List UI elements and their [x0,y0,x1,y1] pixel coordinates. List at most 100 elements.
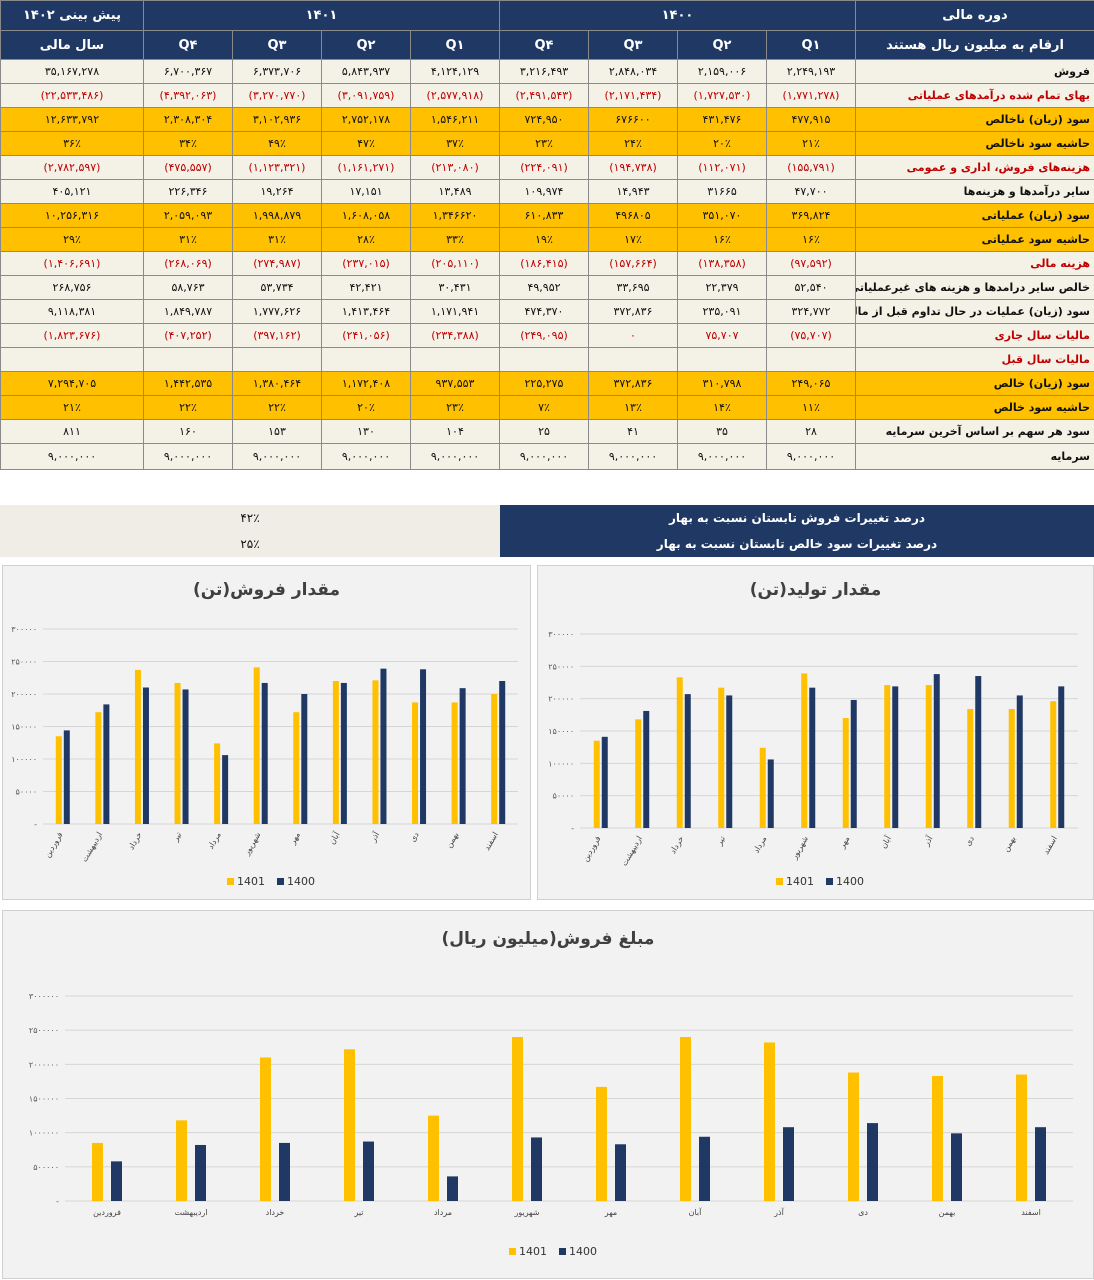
bar-1400 [783,1127,794,1201]
bar-1401 [635,719,642,828]
bar-1401 [759,747,766,828]
table-cell: (۲۲۴,۰۹۱) [499,155,589,180]
table-cell: ۳۷۲,۸۳۶ [588,371,678,396]
chart-title: مبلغ فروش(میلیون ریال) [441,929,655,949]
table-cell: (۱۵۷,۶۶۴) [588,251,678,276]
table-cell [232,347,322,372]
table-cell: ۱۵۳ [232,419,322,444]
table-row: ۳۵,۱۶۷,۲۷۸ ۶,۷۰۰,۳۶۷ ۶,۳۷۳,۷۰۶ ۵,۸۴۳,۹۳۷ ۴,۱… [0,59,1094,84]
q2-1401-header: Q۲ [321,30,411,60]
table-row: ۹,۱۱۸,۳۸۱ ۱,۸۴۹,۷۸۷ ۱,۷۷۷,۶۲۶ ۱,۴۱۳,۴۶۴ ۱,۱۷… [0,299,1094,324]
row-label: سرمایه [855,443,1094,470]
table-cell [499,347,589,372]
bar-1400 [726,695,733,828]
table-cell: ۲۳٪ [499,131,589,156]
table-row: (۱,۴۰۶,۶۹۱) (۲۶۸,۰۶۹) (۲۷۴,۹۸۷) (۲۳۷,۰۱۵) (۲… [0,251,1094,276]
q2-1400-header: Q۲ [677,30,767,60]
x-tick-label: اسفند [1041,835,1059,856]
table-cell: ۴۹,۹۵۲ [499,275,589,300]
bar-1401 [214,743,221,824]
table-cell: ۱۲,۶۳۳,۷۹۲ [0,107,144,132]
table-cell: (۲۲,۵۳۳,۴۸۶) [0,83,144,108]
table-cell: ۲۹٪ [0,227,144,252]
bar-1400 [699,1136,710,1201]
bar-1401 [596,1086,607,1201]
x-tick-label: آذر [367,829,381,844]
table-cell: (۱,۴۰۶,۶۹۱) [0,251,144,276]
bar-1400 [195,1144,206,1201]
bar-1401 [1050,701,1057,828]
bar-1400 [1016,695,1023,828]
table-cell: ۹,۰۰۰,۰۰۰ [766,443,856,470]
x-tick-label: تیر [714,835,727,848]
x-tick-label: خرداد [127,830,144,851]
bar-1401 [332,681,339,824]
bar-1401 [260,1057,271,1201]
bar-1400 [643,710,650,828]
table-cell: (۲۱۳,۰۸۰) [410,155,500,180]
y-tick-label: ۲۰۰۰۰۰۰ [29,1060,59,1069]
row-label: حاشیه سود عملیاتی [855,227,1094,252]
table-cell: ۲۳٪ [410,395,500,420]
table-cell [766,347,856,372]
bar-1400 [142,687,149,824]
table-cell [410,347,500,372]
table-cell: ۳,۱۰۲,۹۳۶ [232,107,322,132]
bar-1400 [279,1142,290,1201]
row-label: سود (زیان) ناخالص [855,107,1094,132]
table-cell: ۴۷۷,۹۱۵ [766,107,856,132]
legend-swatch-1401 [509,1248,516,1255]
bar-1401 [293,712,300,824]
forecast-header: پیش بینی ۱۴۰۲ [0,0,144,31]
x-tick-label: فروردین [43,830,65,859]
bar-1400 [380,668,387,824]
table-cell: (۱,۸۲۳,۶۷۶) [0,323,144,348]
bar-1401 [412,702,419,824]
table-cell: (۱۳۸,۳۵۸) [677,251,767,276]
table-cell: (۳۹۷,۱۶۲) [232,323,322,348]
table-cell: ۹,۰۰۰,۰۰۰ [0,443,144,470]
bar-1401 [676,677,683,828]
table-cell: ۱۷٪ [588,227,678,252]
table-cell: ۳۱۰,۷۹۸ [677,371,767,396]
bar-1401 [925,685,932,828]
x-tick-label: مهر [837,835,851,851]
x-tick-label: فروردین [93,1208,121,1217]
table-cell: ۲۰٪ [321,395,411,420]
bar-1401 [134,669,141,824]
table-row: ۲۱٪ ۲۲٪ ۲۲٪ ۲۰٪ ۲۳٪ ۷٪ ۱۳٪ ۱۴٪ ۱۱٪ حاشیه سود خالص [0,395,1094,420]
table-cell: (۲۷۴,۹۸۷) [232,251,322,276]
table-cell: (۱۱۲,۰۷۱) [677,155,767,180]
bar-1400 [499,681,506,824]
table-cell: ۹,۰۰۰,۰۰۰ [499,443,589,470]
table-cell: ۳۷٪ [410,131,500,156]
table-cell: ۹,۰۰۰,۰۰۰ [410,443,500,470]
y-tick-label: ۱۰۰۰۰۰۰ [29,1129,59,1138]
bar-1401 [764,1042,775,1201]
table-row: ۲۹٪ ۳۱٪ ۳۱٪ ۲۸٪ ۳۳٪ ۱۹٪ ۱۷٪ ۱۶٪ ۱۶٪ حاشیه سود عمل… [0,227,1094,252]
table-row: ۱۲,۶۳۳,۷۹۲ ۲,۳۰۸,۳۰۴ ۳,۱۰۲,۹۳۶ ۲,۷۵۲,۱۷۸ ۱,۵… [0,107,1094,132]
bar-1400 [951,1133,962,1201]
bar-1401 [967,709,974,828]
table-cell: (۳,۰۹۱,۷۵۹) [321,83,411,108]
bar-1400 [933,674,940,828]
y-tick-label: ۱۵۰۰۰۰ [11,723,37,732]
summary-block: ۴۲٪ درصد تغییرات فروش تابستان نسبت به به… [0,505,1094,557]
chart-panel-sales-qty: مقدار فروش(تن) - ۵۰۰۰۰ ۱۰۰۰۰۰ ۱۵۰۰۰۰ ۲۰۰۰۰۰ ۲… [2,565,531,900]
bar-1401 [1016,1074,1027,1201]
table-cell: ۱۶٪ [677,227,767,252]
bar-1401 [95,712,102,824]
bar-1401 [174,682,181,824]
bar-1401 [884,685,891,828]
table-cell: ۱۳,۴۸۹ [410,179,500,204]
bar-1400 [447,1176,458,1201]
q3-1400-header: Q۳ [588,30,678,60]
table-cell: ۹,۱۱۸,۳۸۱ [0,299,144,324]
bar-1400 [459,688,466,824]
table-cell: (۱۵۵,۷۹۱) [766,155,856,180]
y-tick-label: ۳۰۰۰۰۰ [11,625,37,634]
table-cell: (۲۴۹,۰۹۵) [499,323,589,348]
table-cell: (۱۸۶,۴۱۵) [499,251,589,276]
legend-swatch-1401 [227,878,234,885]
table-cell: (۳,۲۷۰,۷۷۰) [232,83,322,108]
